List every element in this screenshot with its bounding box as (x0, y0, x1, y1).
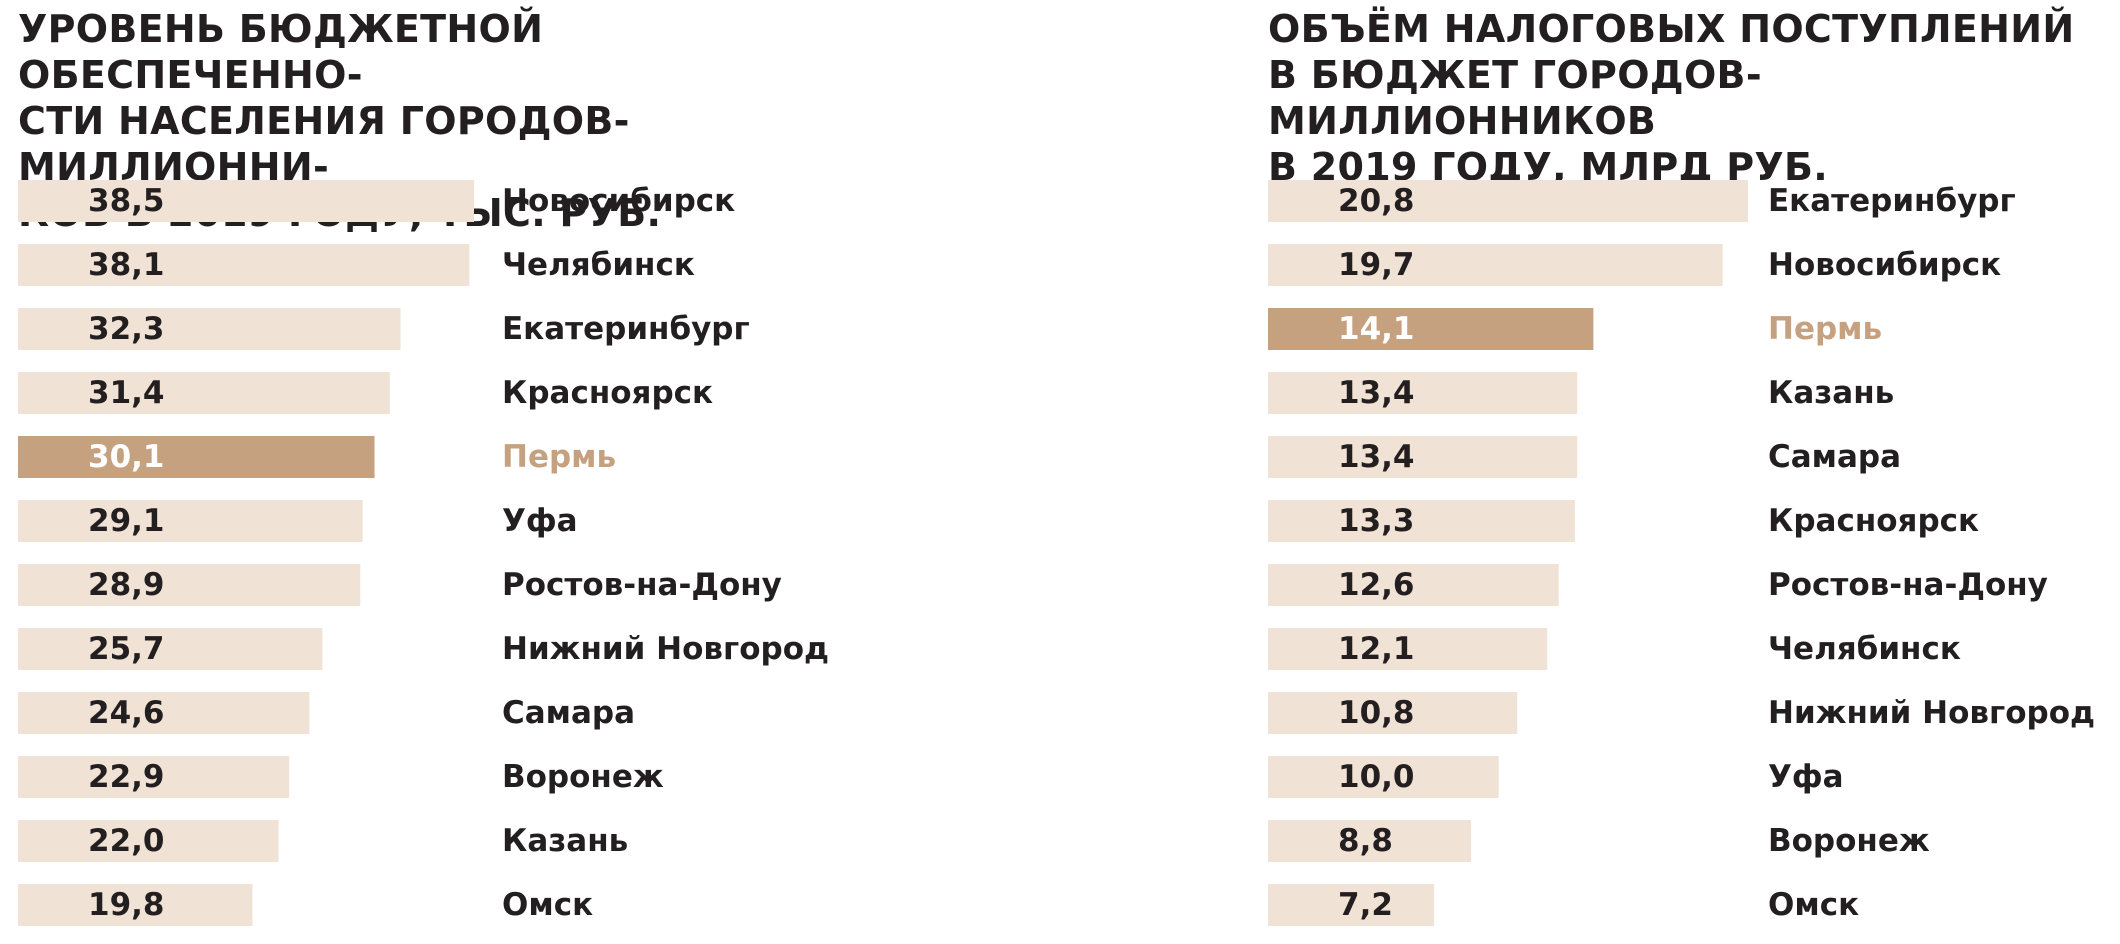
bar-value-label: 38,5 (88, 183, 165, 219)
category-label: Самара (502, 695, 635, 731)
bar-value-label: 12,6 (1338, 567, 1415, 603)
bar-chart-tax: 20,8 Екатеринбург 19,7 Новосибирск 14,1 Пермь… (1268, 180, 2095, 926)
bar (1268, 628, 1548, 670)
bar (18, 372, 390, 414)
category-label: Омск (1768, 887, 1859, 923)
bar-value-label: 24,6 (88, 695, 165, 731)
category-label: Ростов-на-Дону (502, 567, 782, 603)
category-label: Казань (1768, 375, 1894, 411)
chart-title: ОБЪЁМ НАЛОГОВЫХ ПОСТУПЛЕНИЙ В БЮДЖЕТ ГОР… (1268, 7, 2075, 189)
bar-value-label: 13,4 (1338, 439, 1415, 475)
bar (1268, 884, 1435, 926)
chart-panel-tax: ОБЪЁМ НАЛОГОВЫХ ПОСТУПЛЕНИЙ В БЮДЖЕТ ГОР… (1268, 0, 2120, 944)
category-label: Уфа (502, 503, 578, 539)
bar-value-label: 10,0 (1338, 759, 1415, 795)
bar (18, 820, 279, 862)
category-label: Пермь (502, 439, 616, 475)
bar (18, 180, 474, 222)
category-label: Уфа (1768, 759, 1844, 795)
bar-value-label: 32,3 (88, 311, 165, 347)
bar (1268, 180, 1748, 222)
category-label: Нижний Новгород (502, 631, 829, 667)
bar-value-label: 12,1 (1338, 631, 1415, 667)
bar (18, 308, 401, 350)
category-label: Красноярск (502, 375, 713, 411)
bar (18, 436, 375, 478)
bar (1268, 692, 1518, 734)
bar (18, 628, 323, 670)
category-label: Омск (502, 887, 593, 923)
bar (18, 244, 470, 286)
bar (1268, 564, 1559, 606)
category-label: Нижний Новгород (1768, 695, 2095, 731)
category-label: Самара (1768, 439, 1901, 475)
category-label: Воронеж (502, 759, 664, 795)
category-label: Ростов-на-Дону (1768, 567, 2048, 603)
bar (1268, 500, 1575, 542)
category-label: Челябинск (502, 247, 695, 283)
bar (1268, 244, 1723, 286)
category-label: Красноярск (1768, 503, 1979, 539)
bar-value-label: 30,1 (88, 439, 165, 475)
bar (18, 500, 363, 542)
bar-value-label: 19,7 (1338, 247, 1415, 283)
bar (18, 564, 361, 606)
category-label: Новосибирск (1768, 247, 2001, 283)
bar-value-label: 13,4 (1338, 375, 1415, 411)
bar-value-label: 31,4 (88, 375, 165, 411)
bar-value-label: 38,1 (88, 247, 165, 283)
category-label: Новосибирск (502, 183, 735, 219)
bar (18, 884, 253, 926)
bar (1268, 820, 1472, 862)
bar-value-label: 8,8 (1338, 823, 1393, 859)
bar (1268, 756, 1499, 798)
category-label: Казань (502, 823, 628, 859)
category-label: Екатеринбург (1768, 183, 2016, 219)
category-label: Пермь (1768, 311, 1882, 347)
bar (18, 692, 310, 734)
category-label: Екатеринбург (502, 311, 750, 347)
bar-value-label: 19,8 (88, 887, 165, 923)
bar (1268, 372, 1578, 414)
bar-value-label: 29,1 (88, 503, 165, 539)
bar (18, 756, 290, 798)
chart-title: УРОВЕНЬ БЮДЖЕТНОЙ ОБЕСПЕЧЕННО- СТИ НАСЕЛ… (18, 7, 662, 235)
bar-value-label: 14,1 (1338, 311, 1415, 347)
bar-chart-budget: 38,5 Новосибирск 38,1 Челябинск 32,3 Екатерин… (18, 180, 829, 926)
bar-value-label: 25,7 (88, 631, 165, 667)
bar-value-label: 22,9 (88, 759, 165, 795)
bar-value-label: 20,8 (1338, 183, 1415, 219)
bar-value-label: 7,2 (1338, 887, 1393, 923)
bar-value-label: 28,9 (88, 567, 165, 603)
category-label: Воронеж (1768, 823, 1930, 859)
category-label: Челябинск (1768, 631, 1961, 667)
bar (1268, 308, 1594, 350)
chart-panel-budget: УРОВЕНЬ БЮДЖЕТНОЙ ОБЕСПЕЧЕННО- СТИ НАСЕЛ… (18, 0, 898, 944)
bar-value-label: 13,3 (1338, 503, 1415, 539)
bar (1268, 436, 1578, 478)
bar-value-label: 22,0 (88, 823, 165, 859)
bar-value-label: 10,8 (1338, 695, 1415, 731)
